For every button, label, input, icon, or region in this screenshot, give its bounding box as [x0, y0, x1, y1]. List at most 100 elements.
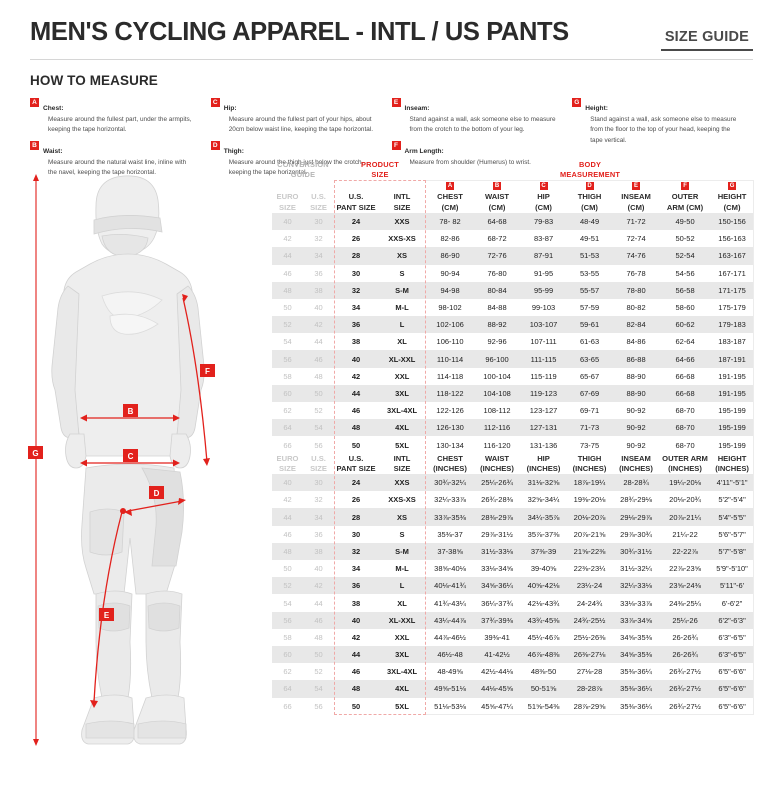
table-cell: 126-130 [426, 419, 475, 437]
table-row: 42 32 26 XXS-XS 32¼-33⅞ 26¾-28⅜ 32⅝-34¼ 19⅜-20⅛… [272, 491, 754, 508]
column-header-waist: WAIST (INCHES) [480, 453, 514, 473]
table-cell: 42 [283, 495, 292, 505]
table-cell: 95-99 [520, 281, 568, 299]
marker-badge-a: A [30, 98, 39, 107]
table-cell: 56 [314, 701, 323, 711]
table-cell: 24 [334, 474, 379, 492]
table-cell: 71-73 [567, 419, 613, 437]
table-cell: XL-XXL [378, 350, 427, 368]
table-cell: 90-92 [626, 440, 646, 450]
table-cell: 5'7"-5'8" [710, 542, 755, 561]
table-cell: 26¾-28⅜ [481, 495, 513, 505]
table-row: 48 38 32 S-M 94-98 80-84 95-99 55-57 78-80 56-58 1… [272, 281, 755, 299]
table-cell: 23⅝-24⅜ [660, 577, 711, 595]
table-cell: 41-42½ [474, 645, 521, 664]
table-cell: 57-59 [579, 303, 600, 312]
column-header-euro: EURO SIZE [276, 453, 299, 473]
table-cell: 111-115 [520, 350, 568, 368]
table-cell: 38 [303, 281, 335, 299]
table-cell: 32 [334, 542, 379, 561]
column-header-outer-arm: OUTER ARM (INCHES) [662, 453, 708, 473]
table-cell: 171-175 [710, 281, 755, 299]
table-cell: 25½-26⅜ [573, 632, 606, 642]
column-header-u-s-: U.S. SIZE [310, 453, 327, 473]
table-cell: 44 [314, 337, 323, 347]
marker-badge-a: A [446, 181, 455, 190]
column-header-intl: INTL SIZE [393, 192, 411, 212]
table-cell: 36 [314, 529, 323, 539]
table-cell: 183-187 [718, 337, 746, 347]
table-cell: 44 [334, 384, 379, 403]
table-cell: 6'5"-6'6" [718, 667, 746, 677]
table-cell: 82-84 [612, 316, 661, 334]
table-row: 50 40 34 M-L 98-102 84-88 99-103 57-59 80-82 58-6… [272, 299, 754, 316]
table-cell: 56 [272, 350, 303, 368]
measure-arrow-b: B [80, 404, 180, 422]
column-header-waist: B WAIST (CM) [485, 181, 510, 212]
table-body-in: 40 30 24 XXS 30¾-32¼ 25¼-26¾ 31⅛-32⅝ 18⅞-19¼ 28-… [272, 474, 755, 715]
table-cell: 38 [351, 598, 361, 608]
table-cell: 52 [314, 667, 323, 677]
table-cell: XXS-XS [388, 495, 416, 505]
table-cell: 50-52 [675, 234, 695, 244]
table-cell: 44 [272, 247, 303, 265]
table-cell: 51⅛-53⅛ [434, 701, 466, 711]
group-header-conversion: CONVERSION GUIDE [277, 160, 329, 179]
table-cell: 87-91 [520, 247, 568, 265]
table-cell: 40 [334, 350, 379, 368]
table-cell: 33⅛-33⅞ [620, 598, 652, 608]
table-cell: 50 [283, 564, 292, 574]
table-cell: 191-195 [710, 384, 755, 403]
table-cell: 191-195 [718, 371, 746, 381]
table-cell: 44 [314, 598, 323, 608]
marker-badge-b: B [30, 140, 39, 150]
table-cell: 35⅜-36¼ [620, 701, 652, 711]
table-cell: 60 [272, 645, 303, 664]
table-cell: 50 [283, 303, 292, 312]
measure-desc-waist: Measure around the natural waist line, i… [48, 158, 187, 177]
table-cell: 50 [303, 645, 335, 664]
table-cell: 19¼-20⅛ [660, 474, 711, 492]
table-cell: 25¼-26¾ [474, 474, 521, 492]
size-table: CONVERSION GUIDE PRODUCT SIZE BODY MEASU… [272, 160, 755, 715]
table-cell: M-L [395, 564, 409, 574]
table-cell: 187-191 [710, 350, 755, 368]
table-cell: L [378, 577, 427, 595]
table-row: 60 50 44 3XL 118-122 104-108 119-123 67-69 88-90… [272, 384, 755, 403]
table-cell: 34 [351, 564, 361, 574]
table-cell: 84-88 [487, 303, 507, 312]
table-cell: 179-183 [710, 316, 755, 334]
table-cell: 156-163 [718, 234, 746, 244]
table-row: 62 52 46 3XL-4XL 122-126 108-112 123-127 69-71 9… [272, 402, 754, 419]
table-cell: 58 [283, 371, 292, 381]
table-cell: 88-92 [474, 316, 521, 334]
table-cell: 195-199 [718, 440, 746, 450]
table-cell: 34⅝-35⅜ [612, 645, 661, 664]
table-cell: 44 [334, 645, 379, 664]
table-cell: 66 [283, 440, 292, 450]
table-cell: 44 [272, 508, 303, 526]
table-cell: 64-68 [474, 212, 521, 231]
marker-badge-g: G [572, 98, 582, 107]
table-cell: 195-199 [710, 419, 755, 437]
table-cell: 68-70 [675, 406, 695, 416]
table-cell: 60 [272, 384, 303, 403]
table-cell: 4XL [378, 680, 427, 698]
table-row: 62 52 46 3XL-4XL 48-49⅝ 42½-44⅛ 48⅜-50 27⅛-28 35… [272, 663, 754, 680]
table-cell: 69-71 [579, 406, 600, 416]
table-cell: 118-122 [426, 384, 475, 403]
table-row: 54 44 38 XL 106-110 92-96 107-111 61-63 84-86 62-… [272, 333, 754, 350]
table-cell: 42 [351, 632, 361, 642]
table-cell: 66-68 [660, 384, 711, 403]
table-cell: 42 [303, 316, 335, 334]
marker-badge-f: F [391, 140, 401, 150]
table-row: 52 42 36 L 40⅛-41¾ 34⅝-36¼ 40⅝-42⅛ 23¼-24 32¼-33… [272, 577, 755, 595]
table-cell: 84-86 [626, 337, 646, 347]
table-cell: 5'4"-5'5" [710, 508, 755, 526]
measure-desc-arm-length: Measure from shoulder (Humerus) to wrist… [409, 158, 531, 166]
column-header-chest: CHEST (INCHES) [433, 453, 467, 473]
measure-item-height: G Height: Stand against a wall, ask some… [572, 97, 739, 146]
table-cell: 54-56 [675, 268, 695, 278]
table-cell: 28¾-29⅛ [620, 495, 652, 505]
group-header-product-size: PRODUCT SIZE [361, 160, 399, 179]
